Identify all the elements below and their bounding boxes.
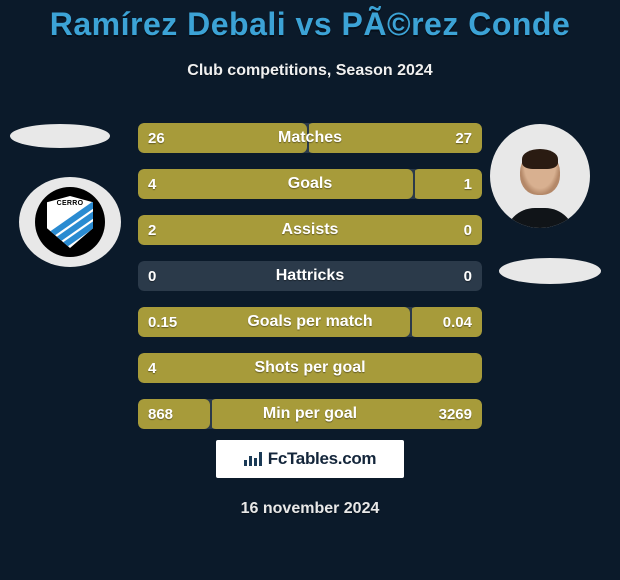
player1-photo-oval <box>10 124 110 148</box>
stats-container: 2627Matches 41Goals 20Assists 00Hattricks 0.… <box>138 123 482 445</box>
stat-row: 20Assists <box>138 215 482 245</box>
avatar-head-icon <box>520 151 560 195</box>
date-label: 16 november 2024 <box>0 500 620 518</box>
brand-text: FcTables.com <box>268 449 377 469</box>
stat-row: 2627Matches <box>138 123 482 153</box>
stat-row: 8683269Min per goal <box>138 399 482 429</box>
stat-row: 4Shots per goal <box>138 353 482 383</box>
player2-club-oval <box>499 258 601 284</box>
avatar-body-icon <box>505 208 575 228</box>
stat-row: 41Goals <box>138 169 482 199</box>
player1-club-badge: CERRO <box>19 177 121 267</box>
subtitle: Club competitions, Season 2024 <box>0 62 620 80</box>
shield-icon: CERRO <box>47 196 93 248</box>
brand-bars-icon <box>244 452 262 466</box>
player2-photo <box>490 124 590 228</box>
club-badge-icon: CERRO <box>35 187 105 257</box>
page-title: Ramírez Debali vs PÃ©rez Conde <box>0 6 620 43</box>
stat-row: 00Hattricks <box>138 261 482 291</box>
stat-row: 0.150.04Goals per match <box>138 307 482 337</box>
brand-box[interactable]: FcTables.com <box>216 440 404 478</box>
